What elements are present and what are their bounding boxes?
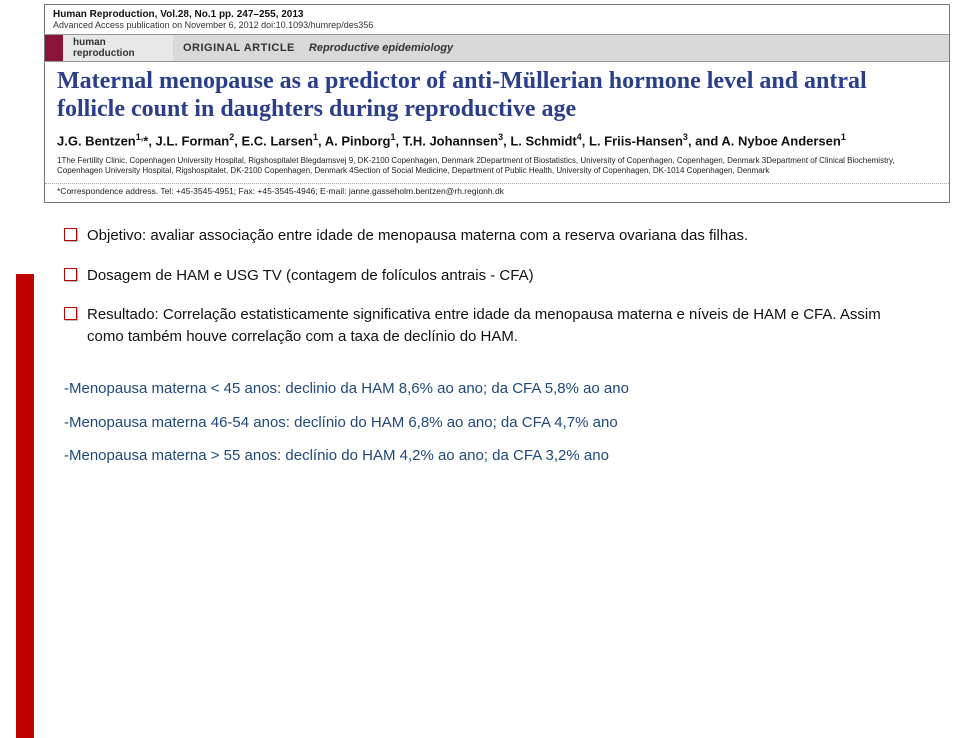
bullet-text: Dosagem de HAM e USG TV (contagem de fol… — [87, 265, 900, 287]
left-accent-bar — [16, 274, 34, 738]
journal-word-1: human — [73, 37, 163, 48]
results-list: -Menopausa materna < 45 anos: declinio d… — [64, 378, 900, 467]
bullet-objective: Objetivo: avaliar associação entre idade… — [64, 225, 900, 247]
article-title: Maternal menopause as a predictor of ant… — [45, 62, 949, 131]
bullet-resultado: Resultado: Correlação estatisticamente s… — [64, 304, 900, 348]
checkbox-icon — [64, 307, 77, 320]
article-header-box: Human Reproduction, Vol.28, No.1 pp. 247… — [44, 4, 950, 203]
bullet-text: Resultado: Correlação estatisticamente s… — [87, 304, 900, 348]
article-authors: J.G. Bentzen1,*, J.L. Forman2, E.C. Lars… — [45, 131, 949, 154]
section-banner: human reproduction ORIGINAL ARTICLE Repr… — [45, 34, 949, 62]
result-line-3: -Menopausa materna > 55 anos: declínio d… — [64, 445, 900, 467]
article-correspondence: *Correspondence address. Tel: +45-3545-4… — [45, 183, 949, 202]
result-line-1: -Menopausa materna < 45 anos: declinio d… — [64, 378, 900, 400]
journal-citation: Human Reproduction, Vol.28, No.1 pp. 247… — [45, 5, 949, 20]
article-affiliations: 1The Fertility Clinic, Copenhagen Univer… — [45, 154, 949, 181]
banner-maroon-stripe — [45, 35, 63, 61]
publication-line: Advanced Access publication on November … — [45, 20, 949, 34]
banner-labels: ORIGINAL ARTICLE Reproductive epidemiolo… — [173, 35, 949, 61]
banner-original-article: ORIGINAL ARTICLE — [183, 42, 295, 54]
checkbox-icon — [64, 228, 77, 241]
journal-word-2: reproduction — [73, 48, 163, 59]
bullet-text: Objetivo: avaliar associação entre idade… — [87, 225, 900, 247]
banner-journal-name: human reproduction — [63, 35, 173, 61]
bullet-dosagem: Dosagem de HAM e USG TV (contagem de fol… — [64, 265, 900, 287]
content-area: Objetivo: avaliar associação entre idade… — [64, 225, 900, 467]
banner-topic: Reproductive epidemiology — [309, 42, 453, 54]
result-line-2: -Menopausa materna 46-54 anos: declínio … — [64, 412, 900, 434]
slide: Human Reproduction, Vol.28, No.1 pp. 247… — [0, 4, 960, 738]
checkbox-icon — [64, 268, 77, 281]
